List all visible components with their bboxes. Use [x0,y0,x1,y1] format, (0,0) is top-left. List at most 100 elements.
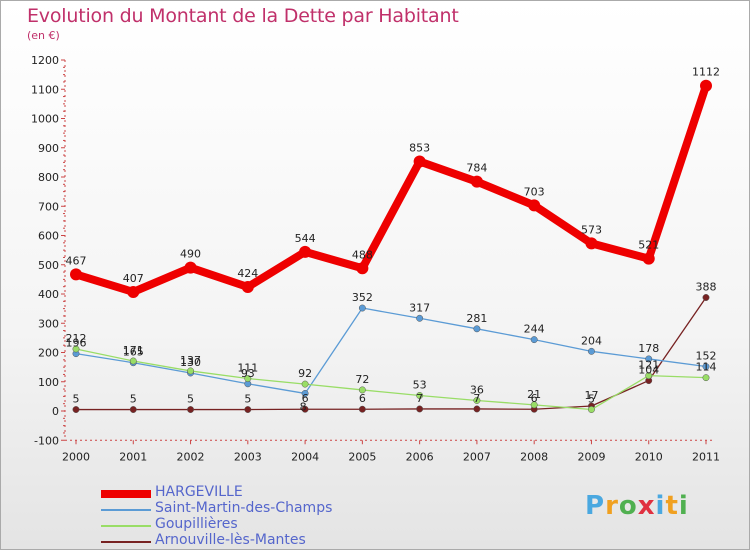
logo-letter: P [585,491,606,521]
logo-letter: r [605,491,619,521]
data-label: 8 [300,400,307,413]
data-label: 165 [123,346,144,359]
data-point-3 [473,405,481,413]
data-label: 388 [696,281,717,294]
y-tick-label: 200 [38,347,59,360]
y-tick-label: 500 [38,259,59,272]
data-label: 72 [355,373,369,386]
y-tick-label: 400 [38,288,59,301]
data-point-0 [585,237,598,250]
data-point-2 [416,392,424,399]
y-tick-label: 300 [38,317,59,330]
data-point-0 [299,245,312,258]
data-label: 171 [123,344,144,357]
x-tick-label: 2009 [577,450,605,463]
data-label: 7 [416,392,423,405]
y-tick-label: -100 [34,434,59,447]
data-point-0 [184,261,197,274]
y-tick-label: 900 [38,142,59,155]
data-point-2 [301,380,309,388]
data-point-3 [301,405,309,413]
data-point-2 [187,367,194,375]
x-tick-label: 2010 [635,450,663,463]
legend-swatch [101,490,151,498]
y-tick-label: 1100 [31,83,59,96]
data-point-2 [244,375,252,382]
x-tick-label: 2002 [177,450,205,463]
data-point-3 [702,294,710,301]
x-tick-label: 2003 [234,450,262,463]
x-tick-label: 2001 [119,450,147,463]
y-tick-label: 600 [38,230,59,243]
data-point-3 [416,405,424,413]
data-label: 53 [413,378,427,391]
data-label: 212 [66,332,87,345]
data-label: 6 [531,392,538,405]
data-point-2 [473,397,481,404]
data-label: 121 [638,359,659,372]
data-point-2 [588,406,595,413]
y-tick-label: 1200 [31,54,59,67]
data-label: 93 [241,367,255,380]
data-label: 424 [237,267,258,280]
data-label: 130 [180,356,201,369]
series-line-3 [76,297,707,411]
logo-letter: x [637,491,656,521]
data-label: 352 [352,291,373,304]
legend-label: HARGEVILLE [155,484,243,500]
x-tick-label: 2000 [62,450,90,463]
data-label: 281 [466,312,487,325]
y-tick-label: 700 [38,200,59,213]
axes: -100 0 100 200 300 400 500 600 700 800 900 1000 1100… [31,54,720,463]
data-label: 544 [295,232,316,245]
data-label: 853 [409,141,430,154]
data-label: 6 [302,392,309,405]
data-label: 114 [696,361,717,374]
logo-letter: i [678,491,689,521]
series-line-0 [74,84,710,296]
legend-swatch [101,541,151,543]
data-label: 196 [66,337,87,350]
data-label: 21 [527,388,541,401]
data-label: 5 [588,393,595,406]
y-tick-label: 800 [38,171,59,184]
data-label: 6 [359,392,366,405]
data-label: 204 [581,334,602,347]
data-point-0 [528,199,541,212]
data-point-1 [588,347,595,355]
data-label: 5 [130,393,137,406]
line-chart: -100 0 100 200 300 400 500 600 700 800 900 1000 1100… [31,54,720,463]
data-point-1 [530,336,538,344]
data-point-0 [470,175,483,188]
data-point-1 [416,314,424,322]
data-label: 178 [638,342,659,355]
data-point-2 [72,345,80,353]
data-point-1 [301,390,309,397]
data-point-1 [702,363,710,370]
x-tick-label: 2011 [692,450,720,463]
x-tick-label: 2008 [520,450,548,463]
data-label: 467 [66,254,87,267]
data-point-0 [700,79,712,92]
legend-label: Saint-Martin-des-Champs [155,500,333,516]
data-point-1 [645,355,653,363]
x-tick-label: 2004 [291,450,319,463]
data-label: 17 [584,389,598,402]
data-point-0 [413,155,426,168]
y-tick-label: 1000 [31,113,59,126]
data-point-3 [187,406,194,413]
data-label: 36 [470,383,484,396]
data-label: 104 [638,364,659,377]
data-label: 521 [638,239,659,252]
data-label: 5 [244,393,251,406]
data-point-0 [70,268,82,281]
proxiti-logo: Proxiti [585,491,689,521]
y-tick-label: 0 [52,405,59,418]
data-label: 488 [352,248,373,261]
data-label: 784 [466,162,487,175]
data-label: 490 [180,248,201,261]
data-point-0 [127,285,140,298]
data-point-0 [241,280,254,293]
data-label: 703 [524,185,545,198]
